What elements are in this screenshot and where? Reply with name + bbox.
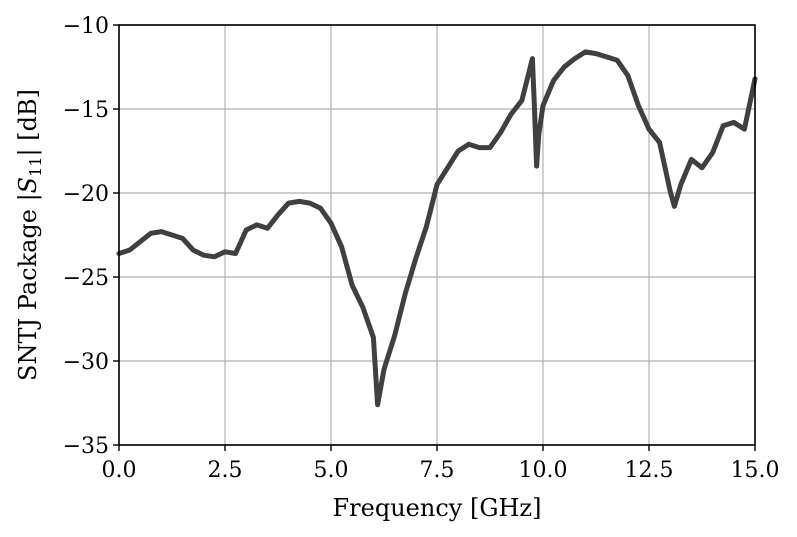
y-axis-label-subscript: 11 xyxy=(26,156,45,176)
y-tick-label: −20 xyxy=(63,182,109,207)
x-tick-label: 5.0 xyxy=(314,458,349,483)
x-tick-labels: 0.0 2.5 5.0 7.5 10.0 12.5 15.0 xyxy=(102,458,780,483)
series-line-0 xyxy=(116,49,758,408)
y-tick-label: −25 xyxy=(63,266,109,291)
x-tick-label: 12.5 xyxy=(625,458,674,483)
y-tick-label: −30 xyxy=(63,350,109,375)
x-tick-label: 7.5 xyxy=(420,458,455,483)
y-tick-label: −15 xyxy=(63,98,109,123)
x-tick-label: 2.5 xyxy=(208,458,243,483)
x-tick-label: 10.0 xyxy=(519,458,568,483)
x-tick-label: 0.0 xyxy=(102,458,137,483)
y-axis-label-prefix: SNTJ Package | xyxy=(14,193,43,381)
grid-lines xyxy=(118,24,756,446)
series-layer xyxy=(116,49,758,408)
ticks xyxy=(113,24,756,451)
x-axis-label: Frequency [GHz] xyxy=(333,494,542,522)
y-tick-label: −10 xyxy=(63,14,109,39)
x-tick-label: 15.0 xyxy=(731,458,780,483)
y-tick-labels: −35 −30 −25 −20 −15 −10 xyxy=(63,14,109,459)
y-tick-label: −35 xyxy=(63,434,109,459)
y-axis-label-symbol: S xyxy=(14,177,42,193)
y-axis-label: SNTJ Package |S11| [dB] xyxy=(14,89,45,381)
y-axis-label-suffix: | [dB] xyxy=(14,89,43,156)
